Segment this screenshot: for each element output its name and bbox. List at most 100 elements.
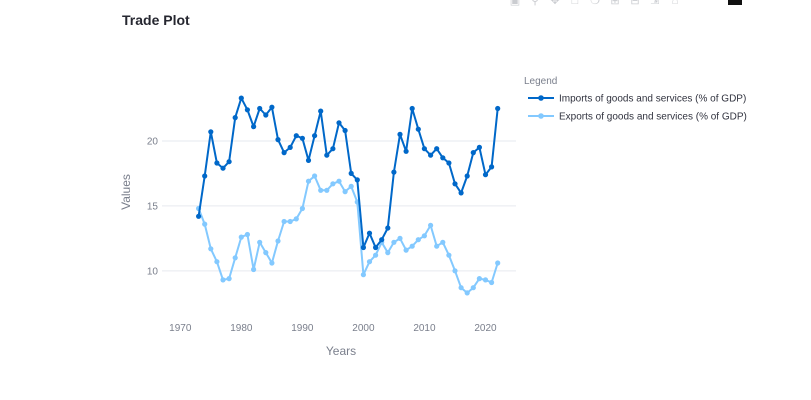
- data-point[interactable]: [226, 276, 232, 282]
- data-point[interactable]: [220, 165, 226, 171]
- data-point[interactable]: [489, 279, 495, 286]
- data-point[interactable]: [489, 164, 495, 170]
- data-point[interactable]: [208, 246, 214, 252]
- data-point[interactable]: [330, 146, 336, 152]
- data-point[interactable]: [287, 144, 293, 150]
- data-point[interactable]: [324, 152, 330, 158]
- data-point[interactable]: [360, 272, 366, 278]
- data-point[interactable]: [464, 173, 470, 179]
- data-point[interactable]: [458, 190, 464, 196]
- data-point[interactable]: [214, 259, 220, 265]
- data-point[interactable]: [403, 247, 409, 253]
- zoom-icon[interactable]: ⚲: [530, 0, 540, 7]
- data-point[interactable]: [293, 216, 299, 222]
- data-point[interactable]: [257, 105, 263, 112]
- data-point[interactable]: [305, 157, 312, 163]
- data-point[interactable]: [318, 187, 324, 193]
- lasso-select-icon[interactable]: ❍: [590, 0, 600, 7]
- data-point[interactable]: [202, 221, 208, 227]
- data-point[interactable]: [366, 259, 373, 265]
- data-point[interactable]: [263, 250, 269, 256]
- data-point[interactable]: [434, 146, 440, 152]
- data-point[interactable]: [360, 244, 366, 251]
- zoom-in-icon[interactable]: ⊞: [610, 0, 620, 7]
- data-point[interactable]: [269, 260, 275, 266]
- data-point[interactable]: [348, 170, 354, 176]
- data-point[interactable]: [342, 189, 348, 195]
- data-point[interactable]: [251, 124, 257, 130]
- data-point[interactable]: [470, 285, 476, 291]
- data-point[interactable]: [421, 233, 427, 239]
- data-point[interactable]: [318, 108, 324, 114]
- data-point[interactable]: [244, 107, 250, 113]
- data-point[interactable]: [440, 155, 446, 161]
- data-point[interactable]: [482, 277, 489, 283]
- zoom-out-icon[interactable]: ⊟: [630, 0, 640, 7]
- data-point[interactable]: [238, 95, 244, 101]
- data-point[interactable]: [495, 105, 501, 112]
- box-select-icon[interactable]: □: [571, 0, 579, 7]
- data-point[interactable]: [275, 137, 281, 143]
- data-point[interactable]: [415, 237, 421, 243]
- data-point[interactable]: [324, 187, 330, 193]
- data-point[interactable]: [373, 244, 379, 251]
- data-point[interactable]: [281, 150, 287, 156]
- data-point[interactable]: [373, 252, 379, 258]
- data-point[interactable]: [232, 115, 238, 121]
- data-point[interactable]: [305, 178, 312, 184]
- data-point[interactable]: [312, 133, 318, 139]
- reset-axes-icon[interactable]: ⌂: [671, 0, 679, 7]
- data-point[interactable]: [464, 290, 470, 296]
- data-point[interactable]: [452, 268, 458, 274]
- data-point[interactable]: [403, 148, 409, 154]
- data-point[interactable]: [385, 250, 391, 256]
- data-point[interactable]: [275, 238, 281, 244]
- data-point[interactable]: [409, 243, 415, 249]
- data-point[interactable]: [348, 183, 354, 189]
- pan-icon[interactable]: ✥: [550, 0, 560, 7]
- data-point[interactable]: [263, 112, 269, 118]
- data-point[interactable]: [220, 277, 226, 283]
- data-point[interactable]: [409, 105, 415, 112]
- data-point[interactable]: [293, 133, 299, 139]
- data-point[interactable]: [330, 181, 336, 187]
- data-point[interactable]: [397, 131, 403, 137]
- data-point[interactable]: [446, 160, 452, 166]
- data-point[interactable]: [470, 150, 476, 156]
- data-point[interactable]: [238, 234, 244, 240]
- data-point[interactable]: [354, 177, 360, 183]
- data-point[interactable]: [379, 237, 385, 243]
- data-point[interactable]: [458, 285, 464, 291]
- plotly-logo-icon[interactable]: [728, 0, 742, 5]
- data-point[interactable]: [281, 218, 287, 225]
- data-point[interactable]: [428, 152, 434, 158]
- data-point[interactable]: [452, 181, 458, 187]
- data-point[interactable]: [476, 276, 482, 282]
- data-point[interactable]: [336, 120, 342, 126]
- data-point[interactable]: [391, 239, 397, 245]
- data-point[interactable]: [214, 160, 220, 166]
- autoscale-icon[interactable]: ⇲: [650, 0, 660, 7]
- data-point[interactable]: [366, 230, 373, 236]
- data-point[interactable]: [385, 225, 391, 231]
- data-point[interactable]: [421, 146, 427, 152]
- data-point[interactable]: [342, 127, 348, 134]
- data-point[interactable]: [269, 104, 275, 110]
- data-point[interactable]: [251, 266, 257, 273]
- data-point[interactable]: [482, 172, 489, 178]
- data-point[interactable]: [446, 252, 452, 258]
- data-point[interactable]: [336, 178, 342, 184]
- data-point[interactable]: [299, 135, 305, 141]
- data-point[interactable]: [287, 218, 293, 225]
- data-point[interactable]: [226, 159, 232, 165]
- data-point[interactable]: [434, 243, 440, 249]
- data-point[interactable]: [415, 126, 421, 132]
- data-point[interactable]: [257, 239, 263, 245]
- data-point[interactable]: [244, 231, 250, 238]
- data-point[interactable]: [428, 222, 434, 228]
- data-point[interactable]: [495, 260, 501, 266]
- camera-icon[interactable]: ▣: [509, 0, 521, 7]
- legend-item[interactable]: Exports of goods and services (% of GDP): [528, 112, 747, 123]
- data-point[interactable]: [391, 169, 397, 175]
- data-point[interactable]: [232, 255, 238, 261]
